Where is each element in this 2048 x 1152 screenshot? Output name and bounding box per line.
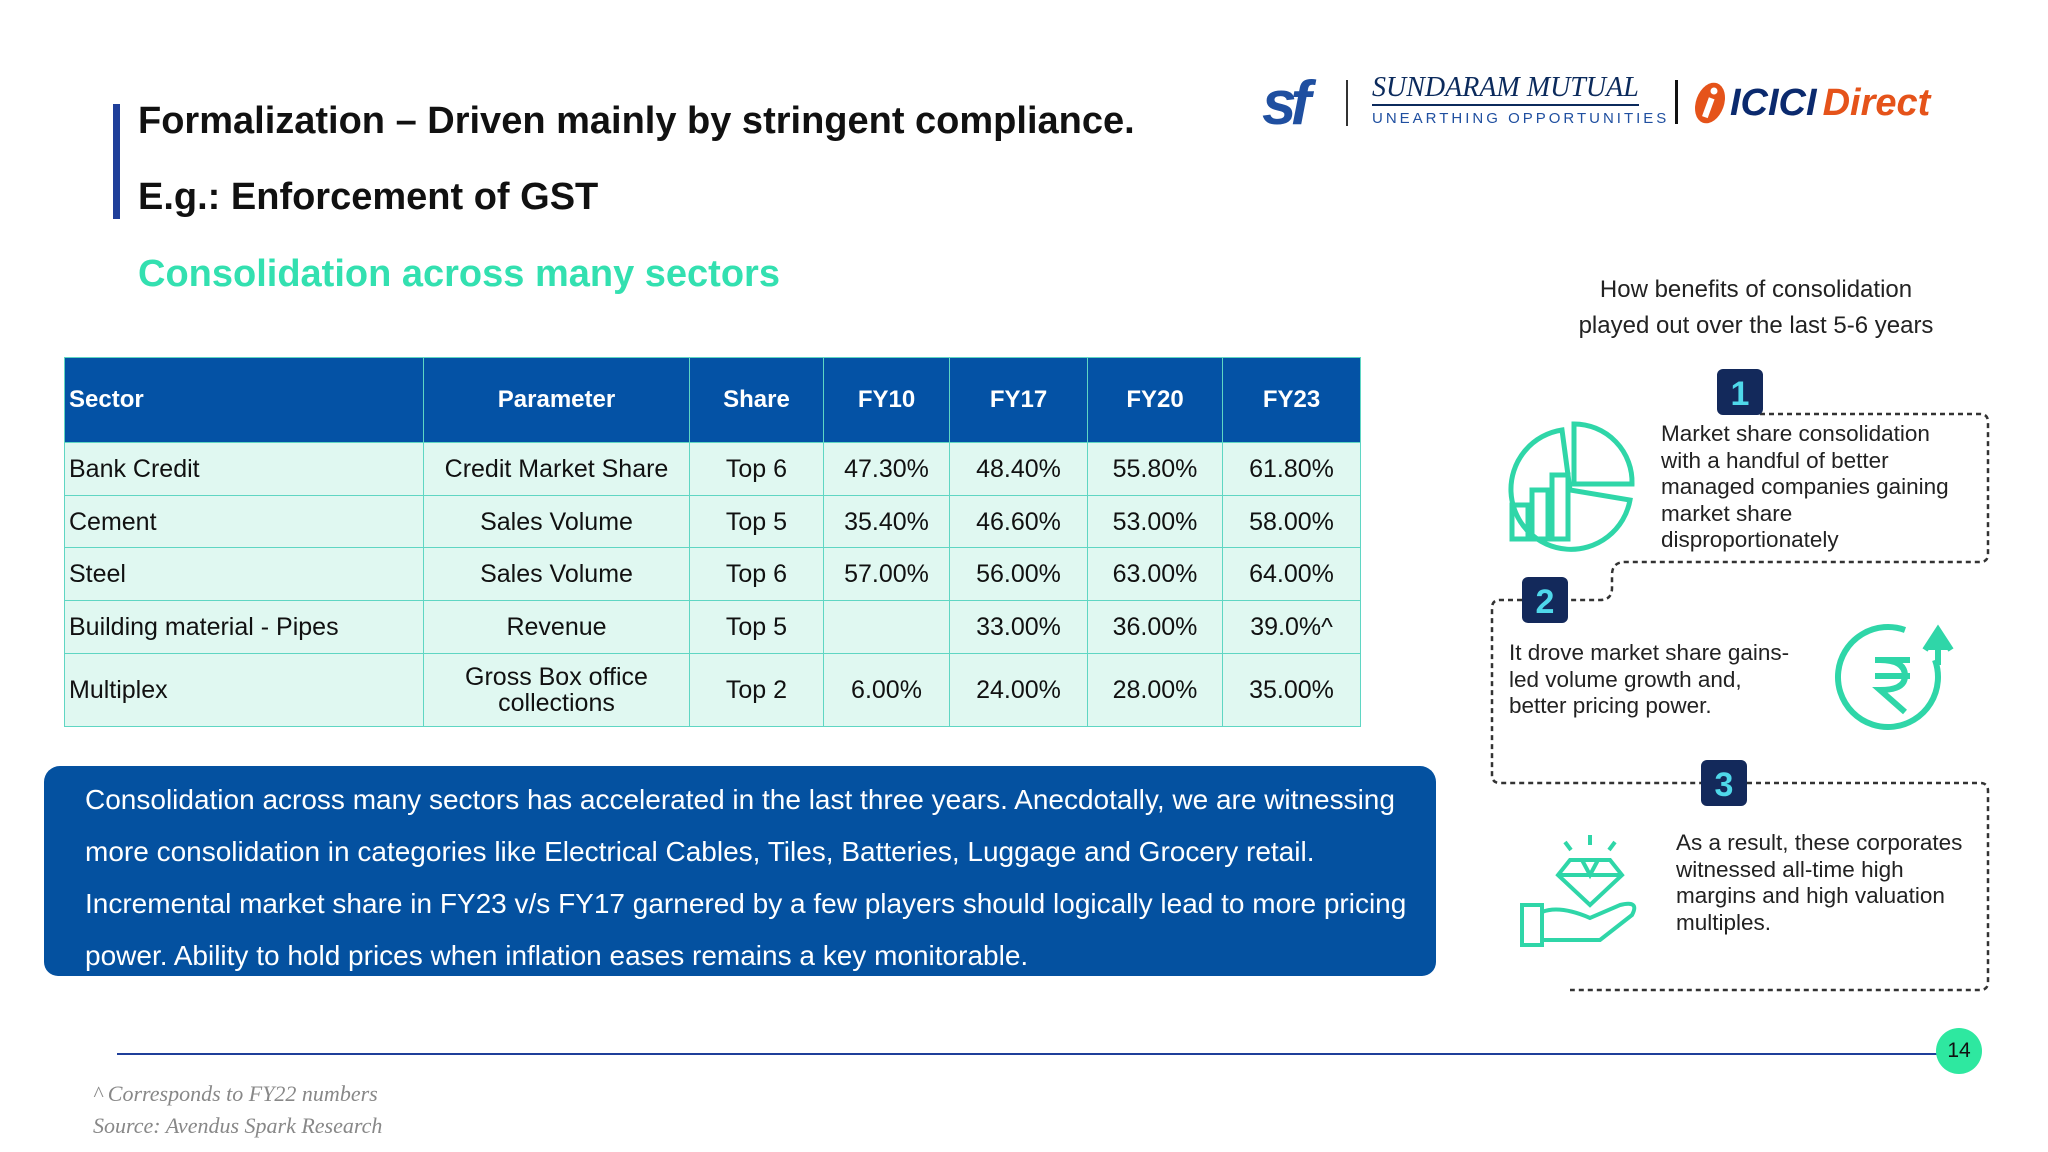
callout-box: Consolidation across many sectors has ac… — [44, 766, 1436, 976]
table-cell: 6.00% — [823, 653, 950, 727]
caption-line: played out over the last 5-6 years — [1578, 312, 1934, 339]
table-cell: 35.40% — [823, 495, 950, 548]
column-header: Share — [689, 357, 824, 443]
infographic-caption: How benefits of consolidation played out … — [1556, 272, 1956, 344]
table-cell: 28.00% — [1087, 653, 1223, 727]
sf-logo: sf — [1262, 69, 1311, 138]
step-line: Market share consolidation — [1661, 421, 1930, 446]
table-cell: Multiplex — [64, 653, 424, 727]
table-cell: Gross Box office collections — [423, 653, 690, 727]
footer-rule — [117, 1053, 1938, 1055]
table-cell: Revenue — [423, 600, 690, 654]
table-cell: Building material - Pipes — [64, 600, 424, 654]
icici-logo: ICICI Direct — [1730, 82, 1930, 125]
table-cell: 53.00% — [1087, 495, 1223, 548]
icon-chart — [1508, 421, 1635, 552]
table-cell: Bank Credit — [64, 442, 424, 496]
step-line: multiples. — [1676, 909, 1772, 935]
step-text: Market share consolidation with a handful… — [1661, 421, 1949, 554]
table-row: Bank Credit Credit Market Share Top 6 47.30… — [64, 442, 1361, 496]
tagline: UNEARTHING OPPORTUNITIES — [1372, 110, 1670, 127]
table-cell: 58.00% — [1222, 495, 1361, 548]
divider — [1346, 80, 1348, 126]
step-number: 1 — [1731, 375, 1750, 413]
sundaram-logo: SUNDARAM MUTUAL — [1372, 72, 1639, 106]
table-cell: Top 6 — [689, 442, 824, 496]
icon-diamond — [1520, 835, 1637, 947]
table-cell: Top 2 — [689, 653, 824, 727]
step-line: market share — [1661, 500, 1793, 526]
step-line: As a result, these corporates — [1676, 830, 1963, 855]
table-cell: 24.00% — [949, 653, 1088, 727]
page-number: 14 — [1936, 1028, 1982, 1074]
column-header: FY17 — [949, 357, 1088, 443]
step-line: with a handful of better — [1661, 447, 1889, 473]
step-text: As a result, these corporates witnessed a… — [1676, 830, 1962, 936]
table-body: Bank Credit Credit Market Share Top 6 47.30… — [64, 442, 1361, 727]
table-row: Multiplex Gross Box office collections Top… — [64, 653, 1361, 727]
column-header: FY10 — [823, 357, 950, 443]
icici-mark — [1695, 82, 1725, 124]
table-cell: Credit Market Share — [423, 442, 690, 496]
step-line: managed companies gaining — [1661, 474, 1949, 499]
step-number: 2 — [1536, 583, 1555, 621]
step-line: margins and high valuation — [1676, 883, 1945, 908]
table-cell: 48.40% — [949, 442, 1088, 496]
table-cell: 36.00% — [1087, 600, 1223, 654]
icon-rupee — [1835, 624, 1954, 730]
table-cell: Cement — [64, 495, 424, 548]
step-badge — [1701, 760, 1747, 806]
caption-line: How benefits of consolidation — [1599, 276, 1913, 303]
step-line: It drove market share gains- — [1509, 640, 1790, 665]
callout-line: more consolidation in categories like El… — [85, 836, 1315, 867]
step-line: led volume growth and, — [1509, 666, 1742, 692]
table-cell: 47.30% — [823, 442, 950, 496]
step-line: better pricing power. — [1509, 693, 1712, 718]
column-header: Parameter — [423, 357, 690, 443]
table-cell: 46.60% — [949, 495, 1088, 548]
step-text: It drove market share gains-led volume g… — [1509, 640, 1789, 720]
direct-text: Direct — [1822, 82, 1931, 124]
table-cell: 35.00% — [1222, 653, 1361, 727]
table-cell: Sales Volume — [423, 495, 690, 548]
callout-line: power. Ability to hold prices when infla… — [85, 940, 1029, 971]
table-cell: 55.80% — [1087, 442, 1223, 496]
divider — [1675, 80, 1678, 124]
section-heading: Consolidation across many sectors — [138, 253, 780, 295]
accent-bar — [113, 104, 120, 219]
table-cell: 63.00% — [1087, 547, 1223, 601]
step-line: disproportionately — [1661, 527, 1839, 552]
connector — [1490, 412, 1990, 992]
icici-text: ICICI — [1730, 82, 1817, 124]
footnote: ^ Corresponds to FY22 numbers — [93, 1081, 378, 1106]
column-header: Sector — [64, 357, 424, 443]
source-note: Source: Avendus Spark Research — [93, 1113, 383, 1138]
subtitle: E.g.: Enforcement of GST — [138, 176, 599, 218]
table-row: Building material - Pipes Revenue Top 5 33.… — [64, 600, 1361, 654]
data-table: Sector Parameter Share FY10 FY17 FY20 FY23 Ban… — [64, 357, 1361, 727]
table-cell: Top 5 — [689, 600, 824, 654]
table-cell: 33.00% — [949, 600, 1088, 654]
title: Formalization – Driven mainly by stringe… — [138, 100, 1135, 142]
table-cell: Steel — [64, 547, 424, 601]
table-cell: 39.0%^ — [1222, 600, 1361, 654]
step-number: 3 — [1715, 766, 1734, 804]
table-cell: 61.80% — [1222, 442, 1361, 496]
step-badge — [1717, 369, 1763, 415]
table-row: Steel Sales Volume Top 6 57.00% 56.00% 63.00%… — [64, 547, 1361, 601]
callout-line: Incremental market share in FY23 v/s FY1… — [85, 888, 1407, 919]
column-header: FY23 — [1222, 357, 1361, 443]
table-cell: 64.00% — [1222, 547, 1361, 601]
header-row: Sector Parameter Share FY10 FY17 FY20 FY23 — [64, 357, 1361, 443]
callout-line: Consolidation across many sectors has ac… — [85, 784, 1395, 815]
step-line: witnessed all-time high — [1676, 856, 1904, 882]
table-cell: 56.00% — [949, 547, 1088, 601]
step-badge — [1522, 577, 1568, 623]
table-cell: Sales Volume — [423, 547, 690, 601]
